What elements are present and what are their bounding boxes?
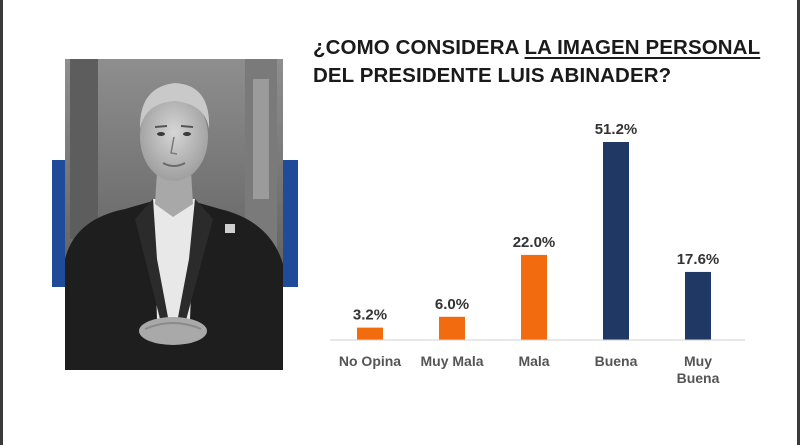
category-label: Mala xyxy=(518,353,549,369)
data-label: 3.2% xyxy=(353,307,387,324)
category-labels-group: No Opina Muy Mala Mala Buena Muy Buena xyxy=(339,353,720,386)
chart-title: ¿COMO CONSIDERA LA IMAGEN PERSONAL DEL P… xyxy=(313,34,783,90)
bar-muy-mala xyxy=(439,316,465,340)
category-label: No Opina xyxy=(339,353,401,369)
bar-no-opina xyxy=(357,327,383,340)
bar-mala xyxy=(521,254,547,340)
bar-buena xyxy=(603,142,629,340)
category-label: Buena xyxy=(595,353,638,369)
accent-bar-right xyxy=(283,160,298,287)
category-label: Muy Buena xyxy=(677,353,720,386)
data-label: 6.0% xyxy=(435,296,469,313)
data-label: 22.0% xyxy=(513,234,556,251)
data-label: 51.2% xyxy=(595,121,638,138)
data-labels-group: 3.2% 6.0% 22.0% 51.2% 17.6% xyxy=(353,121,719,324)
bar-chart: 3.2% 6.0% 22.0% 51.2% 17.6% No Opina Muy Mala… xyxy=(330,121,745,386)
category-label: Muy Mala xyxy=(420,353,483,369)
title-line2: DEL PRESIDENTE LUIS ABINADER? xyxy=(313,64,672,87)
title-prefix: ¿COMO CONSIDERA xyxy=(313,36,525,59)
portrait-photo xyxy=(65,59,283,370)
bars-group xyxy=(357,142,711,340)
portrait-illustration xyxy=(65,59,283,370)
bar-muy-buena xyxy=(685,271,711,340)
data-label: 17.6% xyxy=(677,251,720,268)
right-edge-line xyxy=(797,0,800,445)
accent-bar-left xyxy=(52,160,66,287)
left-edge-line xyxy=(0,0,3,445)
title-highlight: LA IMAGEN PERSONAL xyxy=(524,36,761,59)
